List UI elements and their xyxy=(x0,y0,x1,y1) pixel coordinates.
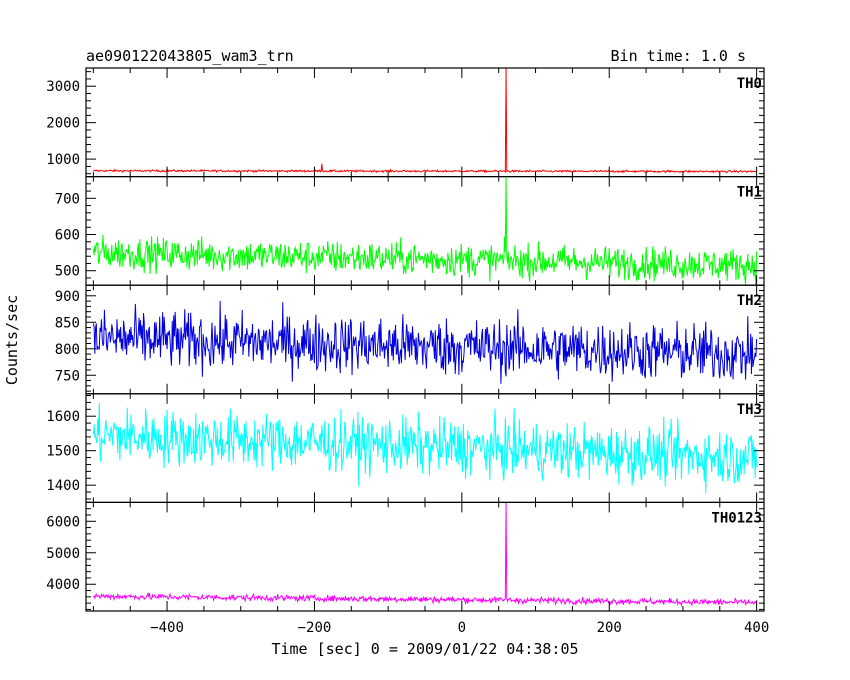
panel-label: TH1 xyxy=(737,185,762,201)
y-tick-label: 750 xyxy=(55,368,80,384)
y-tick-label: 5000 xyxy=(46,546,80,562)
panel-frame xyxy=(85,67,765,178)
series-line-th0123 xyxy=(92,502,758,608)
x-tick-label: −400 xyxy=(150,620,184,636)
x-axis-ticks: −400 −200 0 200 400 xyxy=(150,620,769,636)
series-line-th2 xyxy=(92,300,758,384)
panel-th0: 1000 2000 3000 TH0 xyxy=(46,67,765,178)
y-tick-label: 500 xyxy=(55,264,80,280)
panel-frame xyxy=(85,176,765,286)
panel-th3: 1400 1500 1600 TH3 xyxy=(46,393,765,503)
panel-label: TH0123 xyxy=(711,510,762,526)
panel-label: TH3 xyxy=(737,402,762,418)
panels-group: 1000 2000 3000 TH0 500 600 700 TH1 750 800 850 900 T… xyxy=(46,67,765,612)
y-tick-label: 700 xyxy=(55,191,80,207)
y-tick-label: 1600 xyxy=(46,409,80,425)
y-tick-label: 850 xyxy=(55,315,80,331)
y-tick-label: 800 xyxy=(55,342,80,358)
x-tick-label: 400 xyxy=(744,620,769,636)
series-line-th1 xyxy=(92,176,758,286)
panel-label: TH2 xyxy=(737,293,762,309)
x-axis-label: Time [sec] 0 = 2009/01/22 04:38:05 xyxy=(271,640,578,658)
panel-th1: 500 600 700 TH1 xyxy=(55,176,765,286)
chart-title: ae090122043805_wam3_trn xyxy=(86,47,294,65)
y-tick-label: 1000 xyxy=(46,152,80,168)
y-tick-label: 1500 xyxy=(46,444,80,460)
panel-frame xyxy=(85,501,765,612)
y-tick-label: 1400 xyxy=(46,478,80,494)
y-tick-label: 3000 xyxy=(46,79,80,95)
panel-th0123: 4000 5000 6000 TH0123 xyxy=(46,501,765,612)
x-tick-label: 200 xyxy=(597,620,622,636)
series-line-th0 xyxy=(93,68,757,174)
series-line-th3 xyxy=(92,402,758,494)
panel-label: TH0 xyxy=(737,76,762,92)
y-tick-label: 4000 xyxy=(46,577,80,593)
panel-th2: 750 800 850 900 TH2 xyxy=(55,284,765,395)
x-tick-label: 0 xyxy=(458,620,466,636)
y-tick-label: 2000 xyxy=(46,116,80,132)
y-tick-label: 600 xyxy=(55,228,80,244)
x-tick-label: −200 xyxy=(298,620,332,636)
y-tick-label: 900 xyxy=(55,289,80,305)
bin-time-label: Bin time: 1.0 s xyxy=(611,47,746,65)
y-axis-label: Counts/sec xyxy=(3,295,21,385)
y-tick-label: 6000 xyxy=(46,514,80,530)
